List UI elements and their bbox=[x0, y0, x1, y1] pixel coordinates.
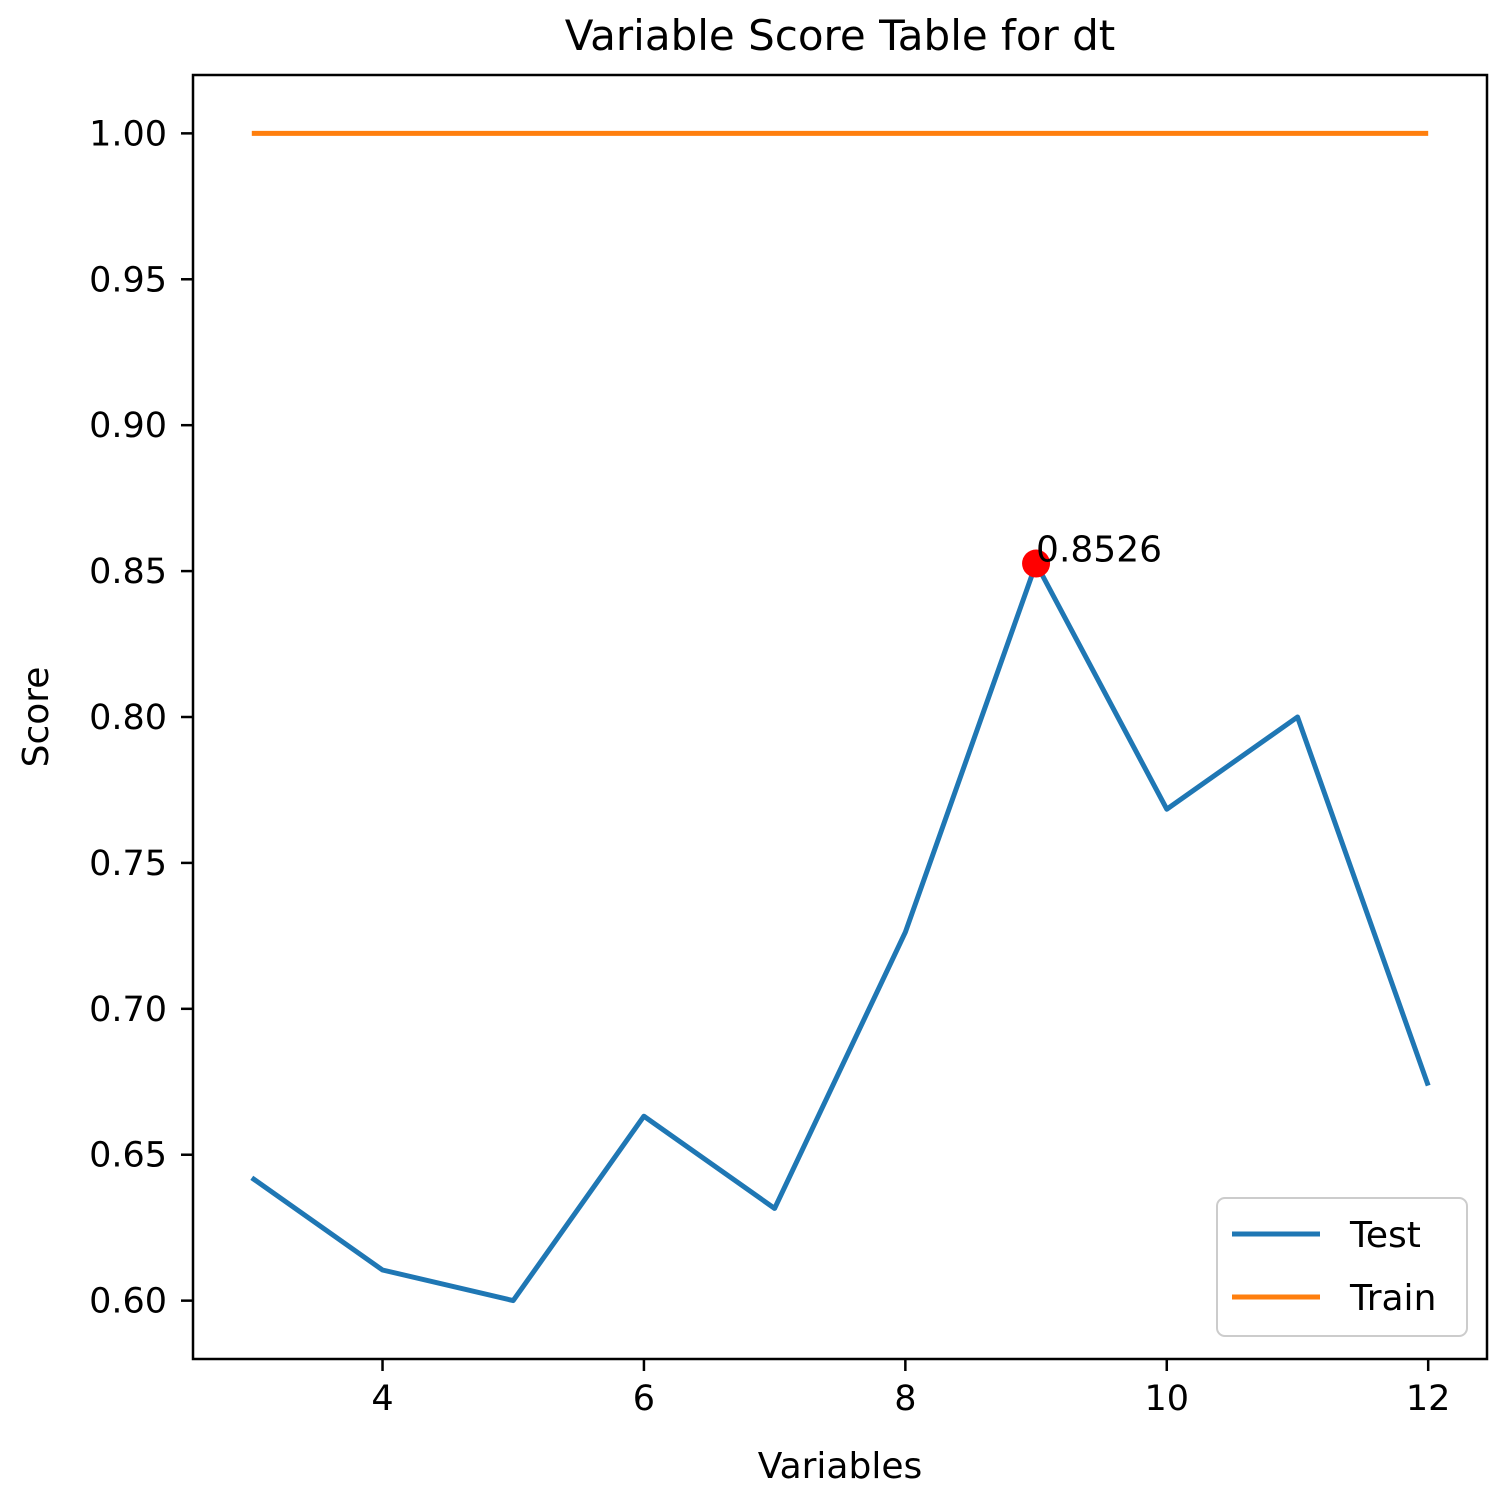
x-tick-label: 4 bbox=[371, 1379, 393, 1419]
y-tick-label: 1.00 bbox=[89, 114, 167, 154]
highlight-point bbox=[1022, 549, 1051, 578]
x-tick-label: 8 bbox=[894, 1379, 916, 1419]
legend-label-test: Test bbox=[1349, 1215, 1421, 1256]
x-axis-label: Variables bbox=[758, 1446, 923, 1487]
y-tick-label: 0.95 bbox=[89, 260, 167, 300]
y-tick-label: 0.90 bbox=[89, 406, 167, 446]
axis-ticks: 4 6 8 10 12 0.60 0.65 0.70 0.75 0.80 0.85 0.90 0.95 1… bbox=[89, 114, 1450, 1419]
y-tick-label: 0.80 bbox=[89, 698, 167, 738]
legend-label-train: Train bbox=[1349, 1278, 1436, 1319]
y-tick-label: 0.60 bbox=[89, 1282, 167, 1322]
plot-area: 0.8526 bbox=[250, 130, 1431, 1304]
y-axis-label: Score bbox=[16, 667, 57, 768]
x-tick-label: 10 bbox=[1144, 1379, 1189, 1419]
x-tick-label: 6 bbox=[633, 1379, 655, 1419]
chart-title: Variable Score Table for dt bbox=[565, 11, 1116, 60]
y-tick-label: 0.75 bbox=[89, 844, 167, 884]
y-tick-label: 0.70 bbox=[89, 990, 167, 1030]
y-tick-label: 0.65 bbox=[89, 1136, 167, 1176]
legend: Test Train bbox=[1216, 1197, 1468, 1337]
highlight-annotation: 0.8526 bbox=[1036, 530, 1162, 571]
y-tick-label: 0.85 bbox=[89, 552, 167, 592]
x-tick-label: 12 bbox=[1406, 1379, 1451, 1419]
series-line-test bbox=[250, 561, 1431, 1304]
